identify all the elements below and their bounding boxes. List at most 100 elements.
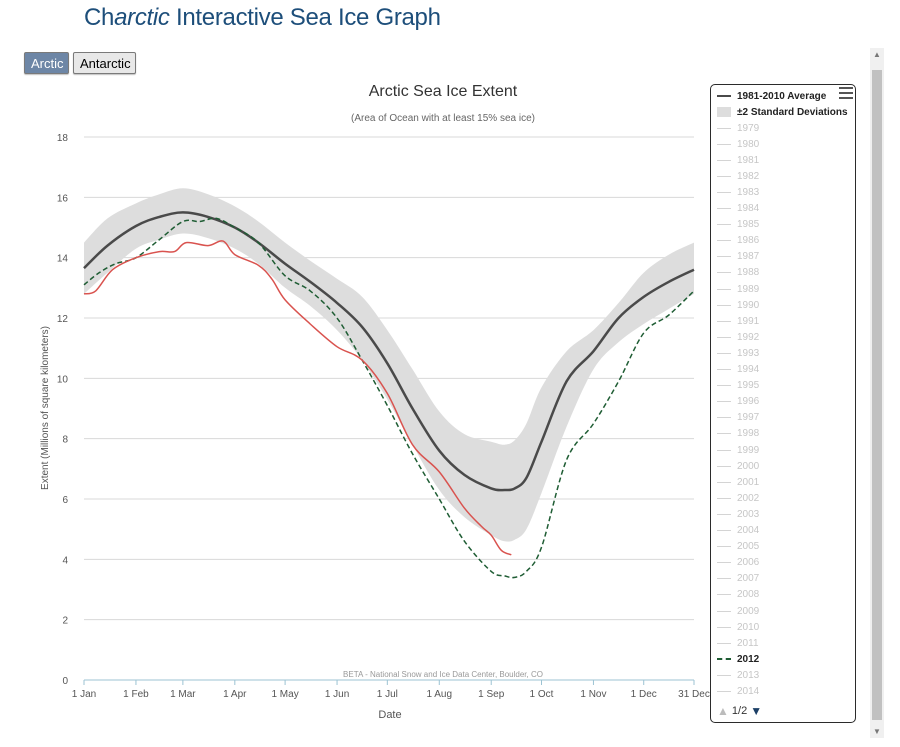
- legend-label: 2009: [737, 605, 760, 617]
- legend-label: 1996: [737, 396, 760, 408]
- line-swatch-icon: [717, 626, 731, 628]
- legend-label: 1991: [737, 315, 760, 327]
- y-axis-label: Extent (Millions of square kilometers): [40, 326, 51, 490]
- legend-item-year-1993[interactable]: 1993: [717, 345, 759, 361]
- legend-label: 1997: [737, 412, 760, 424]
- x-tick-label: 1 Nov: [580, 689, 606, 700]
- legend-label: 1984: [737, 203, 760, 214]
- y-tick-label: 8: [62, 435, 68, 446]
- x-tick-label: 1 Jan: [72, 689, 96, 700]
- legend-label: 1990: [737, 299, 760, 311]
- legend-label: 1982: [737, 170, 760, 182]
- legend-label: 2011: [737, 637, 759, 649]
- legend-item-year-1979[interactable]: 1979: [717, 120, 759, 136]
- legend-item-year-2014[interactable]: 2014: [717, 684, 759, 700]
- scrollbar[interactable]: ▲ ▼: [870, 48, 884, 738]
- antarctic-button[interactable]: Antarctic: [73, 52, 136, 74]
- legend-label: 1980: [737, 138, 760, 150]
- line-swatch-icon: [717, 175, 731, 177]
- legend-label: 1985: [737, 219, 760, 231]
- line-swatch-icon: [717, 610, 731, 612]
- menu-icon[interactable]: [839, 87, 853, 99]
- y-tick-label: 18: [57, 133, 69, 144]
- line-swatch-icon: [717, 578, 731, 580]
- legend-item-year-1980[interactable]: 1980: [717, 136, 759, 152]
- line-swatch-icon: [717, 191, 731, 193]
- legend-item-year-1984[interactable]: 1984: [717, 201, 759, 217]
- line-swatch-icon: [717, 465, 731, 467]
- x-tick-label: 31 Dec: [678, 689, 710, 700]
- title-suffix: Interactive Sea Ice Graph: [169, 4, 441, 31]
- legend-item-year-1982[interactable]: 1982: [717, 168, 759, 184]
- legend-item-year-2000[interactable]: 2000: [717, 458, 759, 474]
- line-swatch-icon: [717, 401, 731, 403]
- scroll-thumb[interactable]: [872, 70, 882, 720]
- legend-label: 1981: [737, 154, 760, 166]
- legend-item-year-2008[interactable]: 2008: [717, 587, 759, 603]
- legend-label: 2014: [737, 686, 760, 697]
- legend-item-year-1994[interactable]: 1994: [717, 362, 759, 378]
- legend-item-stddev[interactable]: ±2 Standard Deviations: [717, 104, 848, 120]
- current-year-line[interactable]: [83, 240, 512, 556]
- y-tick-label: 4: [62, 555, 68, 566]
- line-swatch-icon: [717, 288, 731, 290]
- line-swatch-icon: [717, 691, 731, 692]
- legend-item-year-1990[interactable]: 1990: [717, 297, 759, 313]
- legend-item-year-2009[interactable]: 2009: [717, 603, 759, 619]
- legend-label: 1998: [737, 428, 760, 440]
- line-swatch-icon: [717, 208, 731, 209]
- y-tick-label: 16: [57, 193, 69, 204]
- legend-item-year-1998[interactable]: 1998: [717, 426, 759, 442]
- legend-label: 1992: [737, 331, 760, 343]
- page-title: Charctic Interactive Sea Ice Graph: [84, 4, 441, 32]
- legend-item-year-1987[interactable]: 1987: [717, 249, 759, 265]
- title-prefix: Ch: [84, 4, 115, 31]
- scroll-up-icon[interactable]: ▲: [873, 50, 881, 59]
- page-up-icon[interactable]: ▲: [717, 704, 729, 718]
- line-swatch-icon: [717, 369, 731, 370]
- legend-item-year-2003[interactable]: 2003: [717, 506, 759, 522]
- legend-item-year-2013[interactable]: 2013: [717, 667, 759, 683]
- legend-item-year-1981[interactable]: 1981: [717, 152, 759, 168]
- legend-item-year-2002[interactable]: 2002: [717, 490, 759, 506]
- legend-item-year-1988[interactable]: 1988: [717, 265, 759, 281]
- line-swatch-icon: [717, 159, 731, 161]
- legend-item-year-2001[interactable]: 2001: [717, 474, 759, 490]
- legend-item-year-2007[interactable]: 2007: [717, 571, 759, 587]
- y-tick-label: 0: [62, 676, 68, 687]
- legend-label: 2012: [737, 653, 760, 665]
- legend-item-year-1983[interactable]: 1983: [717, 184, 759, 200]
- page-down-icon[interactable]: ▼: [750, 704, 763, 718]
- legend-item-year-1995[interactable]: 1995: [717, 378, 759, 394]
- legend-item-year-2012[interactable]: 2012: [717, 651, 759, 667]
- legend-item-year-1996[interactable]: 1996: [717, 394, 759, 410]
- legend-item-year-2011[interactable]: 2011: [717, 635, 759, 651]
- line-swatch-icon: [717, 674, 731, 676]
- line-swatch-icon: [717, 642, 731, 644]
- legend-item-year-1992[interactable]: 1992: [717, 329, 759, 345]
- x-tick-label: 1 Oct: [530, 689, 554, 700]
- legend-item-year-1997[interactable]: 1997: [717, 410, 759, 426]
- x-tick-label: 1 May: [271, 689, 298, 700]
- line-swatch-icon: [717, 304, 731, 306]
- legend-item-year-1999[interactable]: 1999: [717, 442, 759, 458]
- line-swatch-icon: [717, 530, 731, 531]
- arctic-button[interactable]: Arctic: [24, 52, 69, 74]
- legend-label: 1987: [737, 251, 760, 263]
- legend-label: 1999: [737, 444, 760, 456]
- legend-item-year-2006[interactable]: 2006: [717, 555, 759, 571]
- chart-legend: 1981-2010 Average ±2 Standard Deviations…: [710, 84, 856, 723]
- x-tick-label: 1 Apr: [223, 689, 247, 700]
- legend-item-year-2010[interactable]: 2010: [717, 619, 759, 635]
- legend-item-year-2004[interactable]: 2004: [717, 523, 759, 539]
- legend-item-year-1986[interactable]: 1986: [717, 233, 759, 249]
- legend-item-year-1985[interactable]: 1985: [717, 217, 759, 233]
- legend-item-year-1989[interactable]: 1989: [717, 281, 759, 297]
- year-2012-line[interactable]: [83, 217, 695, 579]
- legend-item-average[interactable]: 1981-2010 Average: [717, 88, 826, 104]
- average-line[interactable]: [83, 211, 695, 492]
- legend-item-year-1991[interactable]: 1991: [717, 313, 759, 329]
- legend-item-year-2005[interactable]: 2005: [717, 539, 759, 555]
- legend-label: 2007: [737, 573, 760, 585]
- scroll-down-icon[interactable]: ▼: [873, 727, 881, 736]
